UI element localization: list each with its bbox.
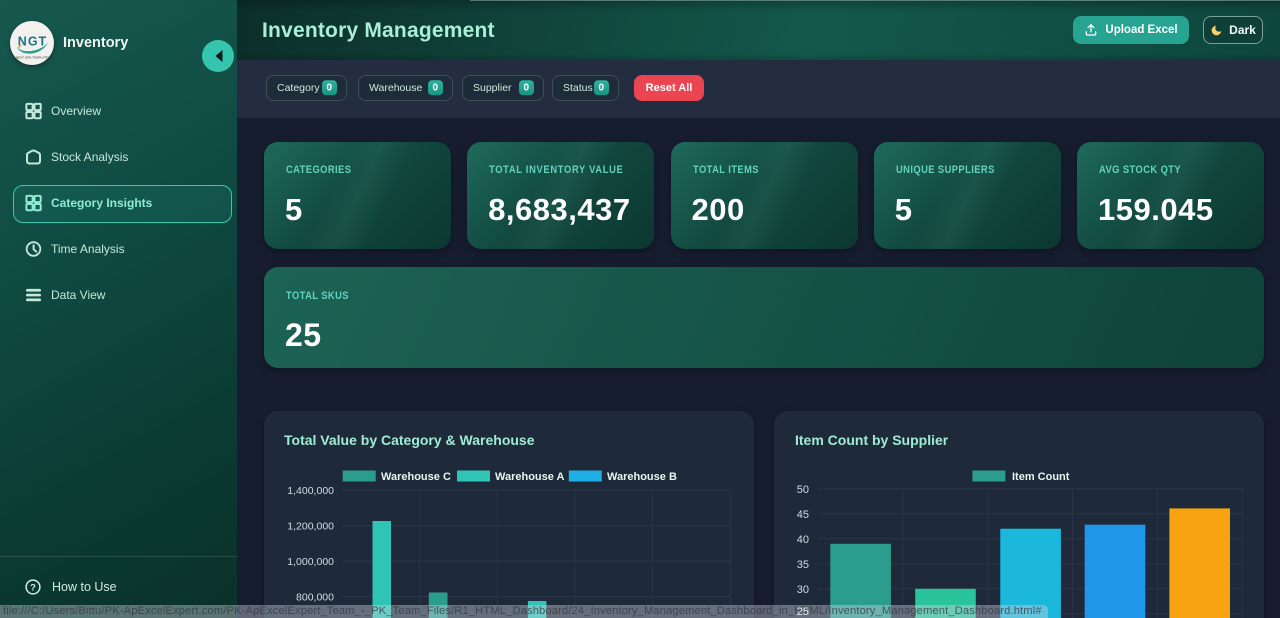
- svg-text:Item Count: Item Count: [1012, 471, 1070, 483]
- svg-text:35: 35: [797, 559, 809, 571]
- svg-text:1,400,000: 1,400,000: [287, 485, 334, 497]
- svg-text:30: 30: [797, 584, 809, 596]
- svg-text:Warehouse B: Warehouse B: [607, 471, 677, 483]
- svg-text:?: ?: [30, 582, 36, 593]
- svg-text:1,000,000: 1,000,000: [287, 556, 334, 568]
- svg-text:Warehouse C: Warehouse C: [381, 471, 451, 483]
- svg-text:1,200,000: 1,200,000: [287, 521, 334, 533]
- svg-text:50: 50: [797, 484, 809, 496]
- svg-text:Warehouse A: Warehouse A: [495, 471, 565, 483]
- svg-text:45: 45: [797, 509, 809, 521]
- svg-text:NEXT GEN TEMPLATES: NEXT GEN TEMPLATES: [16, 56, 50, 60]
- svg-text:800,000: 800,000: [296, 592, 334, 604]
- svg-text:40: 40: [797, 534, 809, 546]
- svg-text:NGT: NGT: [18, 35, 47, 49]
